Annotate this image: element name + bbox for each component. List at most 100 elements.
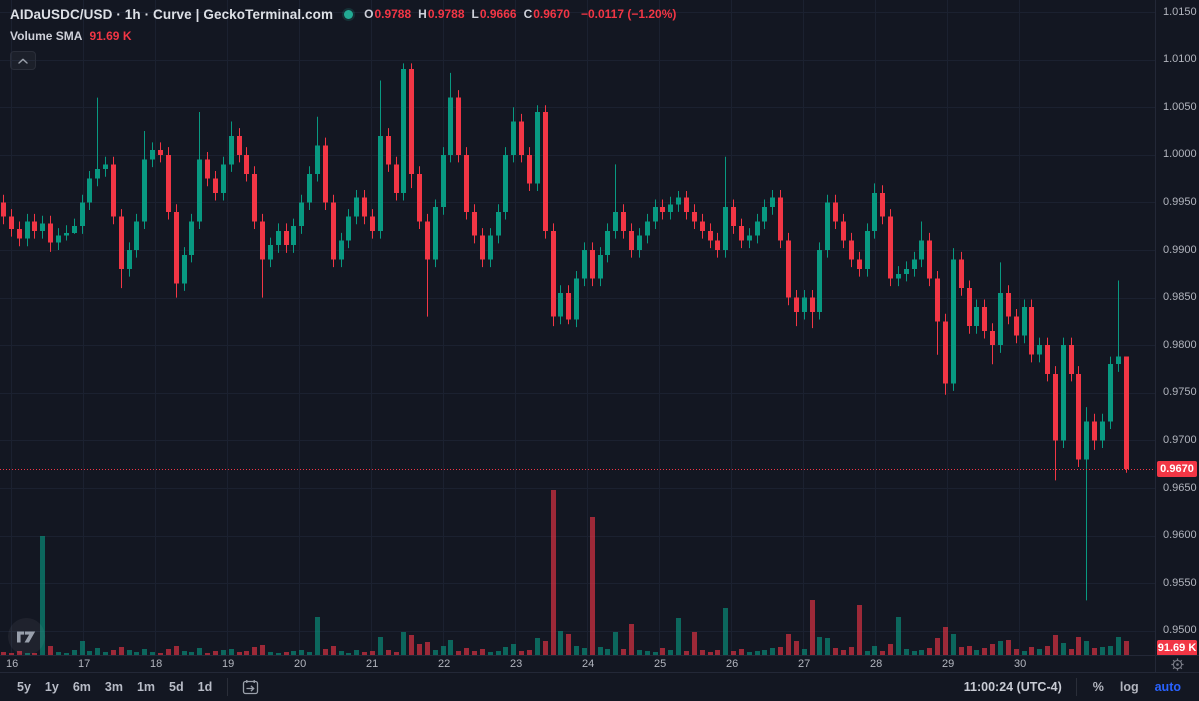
candle-body xyxy=(378,135,383,231)
tradingview-logo[interactable] xyxy=(8,618,45,655)
volume-bar xyxy=(362,652,367,655)
candle-body xyxy=(401,69,406,193)
volume-bar xyxy=(268,652,273,655)
candle-body xyxy=(174,211,179,284)
candle-body xyxy=(362,197,367,217)
range-button-1d[interactable]: 1d xyxy=(191,677,220,697)
range-button-1m[interactable]: 1m xyxy=(130,677,162,697)
ohlc-label: O xyxy=(364,7,374,21)
range-button-3m[interactable]: 3m xyxy=(98,677,130,697)
candle-body xyxy=(613,211,618,231)
candle-body xyxy=(456,97,461,155)
time-axis[interactable]: 16 17 18 19 20 21 22 23 24 25 26 27 28 29 30 xyxy=(0,655,1155,672)
volume-bar xyxy=(747,652,752,655)
range-button-5y[interactable]: 5y xyxy=(10,677,38,697)
candle-body xyxy=(629,230,634,250)
volume-bar xyxy=(64,653,69,655)
candle-body xyxy=(598,254,603,279)
candle-body xyxy=(810,297,815,312)
time-tick-label: 29 xyxy=(942,658,955,670)
volume-bar xyxy=(527,650,532,655)
range-button-5d[interactable]: 5d xyxy=(162,677,191,697)
range-button-1y[interactable]: 1y xyxy=(38,677,66,697)
candle-body xyxy=(817,250,822,312)
candle-body xyxy=(56,235,61,243)
candle-body xyxy=(331,202,336,260)
candle-body xyxy=(715,240,720,250)
go-to-date-button[interactable] xyxy=(236,677,265,697)
candle-body xyxy=(739,226,744,241)
candle-body xyxy=(488,235,493,260)
candle-body xyxy=(684,197,689,212)
volume-bar xyxy=(598,647,603,655)
ohlc-o: O0.9788 xyxy=(364,7,411,21)
candle-body xyxy=(1061,345,1066,441)
candle-body xyxy=(919,240,924,260)
percent-scale-button[interactable]: % xyxy=(1085,677,1112,697)
volume-bar xyxy=(1029,647,1034,655)
candle-body xyxy=(982,307,987,331)
time-tick-label: 25 xyxy=(654,658,667,670)
symbol-title[interactable]: AIDaUSDC/USD · 1h · Curve | GeckoTermina… xyxy=(10,6,334,22)
range-button-6m[interactable]: 6m xyxy=(66,677,98,697)
last-price-badge: 0.9670 xyxy=(1157,460,1197,477)
volume-bar xyxy=(566,634,571,655)
volume-bar xyxy=(778,647,783,655)
candle-body xyxy=(299,202,304,227)
candle-body xyxy=(1100,421,1105,441)
volume-bar xyxy=(166,649,171,655)
candle-body xyxy=(1,202,6,217)
volume-bar xyxy=(425,642,430,655)
auto-scale-button[interactable]: auto xyxy=(1147,677,1189,697)
candle-body xyxy=(166,154,171,212)
volume-bar xyxy=(535,638,540,655)
candle-body xyxy=(1116,356,1121,365)
volume-bar xyxy=(441,646,446,655)
gear-icon xyxy=(1171,657,1184,671)
volume-bar xyxy=(150,652,155,655)
price-tick-label: 0.9800 xyxy=(1163,338,1197,351)
volume-bar xyxy=(904,649,909,655)
volume-bar xyxy=(660,648,665,655)
volume-bar xyxy=(1037,649,1042,655)
volume-bar xyxy=(653,652,658,655)
candle-body xyxy=(794,297,799,312)
candle-body xyxy=(25,221,30,239)
candle-body xyxy=(9,216,14,230)
candle-body xyxy=(40,223,45,231)
candle-body xyxy=(480,235,485,260)
candle-body xyxy=(747,235,752,241)
volume-bar xyxy=(134,652,139,655)
volume-bar xyxy=(1053,635,1058,655)
candle-body xyxy=(244,154,249,174)
volume-bar xyxy=(95,648,100,655)
candle-body xyxy=(825,202,830,250)
volume-bar xyxy=(433,650,438,655)
volume-bar xyxy=(1116,637,1121,655)
candlestick-chart[interactable] xyxy=(0,0,1155,655)
volume-bar xyxy=(794,641,799,655)
volume-bar xyxy=(558,631,563,655)
volume-bar xyxy=(810,600,815,655)
ohlc-values: O0.9788 H0.9788 L0.9666 C0.9670 xyxy=(364,7,570,21)
log-scale-button[interactable]: log xyxy=(1112,677,1147,697)
volume-bar xyxy=(943,627,948,655)
volume-bar xyxy=(307,652,312,655)
candle-body xyxy=(354,197,359,217)
volume-bar xyxy=(276,653,281,655)
time-tick-label: 20 xyxy=(294,658,307,670)
legend-collapse-button[interactable] xyxy=(10,51,36,70)
volume-bar xyxy=(72,650,77,655)
candle-body xyxy=(708,230,713,241)
axis-corner[interactable] xyxy=(1155,655,1199,672)
candle-body xyxy=(904,269,909,274)
volume-bar xyxy=(786,634,791,655)
volume-bar xyxy=(299,650,304,655)
volume-bar xyxy=(668,650,673,655)
price-axis[interactable]: 1.0150 1.0100 1.0050 1.0000 0.9950 0.9900 0.98… xyxy=(1155,0,1199,656)
volume-bar xyxy=(621,649,626,655)
candle-body xyxy=(417,173,422,222)
volume-bar xyxy=(1045,646,1050,655)
clock[interactable]: 11:00:24 (UTC-4) xyxy=(963,680,1062,694)
candle-body xyxy=(1108,364,1113,422)
